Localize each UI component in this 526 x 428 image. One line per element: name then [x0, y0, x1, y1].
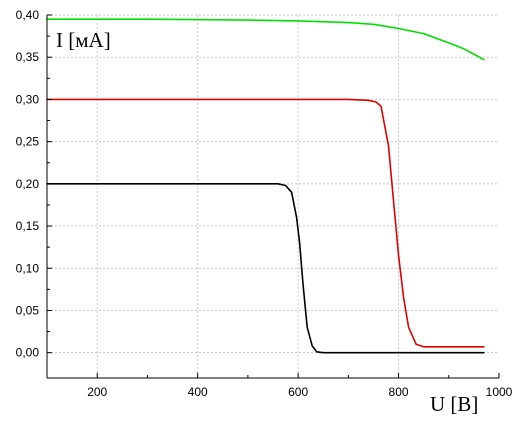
x-tick-label: 200 — [87, 385, 107, 399]
y-tick-label: 0,30 — [16, 92, 40, 106]
y-tick-label: 0,35 — [16, 50, 40, 64]
series-layer — [46, 18, 485, 354]
y-tick-label: 0,40 — [16, 8, 40, 22]
x-tick-label: 600 — [288, 385, 308, 399]
y-tick-label: 0,00 — [16, 346, 40, 360]
x-tick-label: 800 — [389, 385, 409, 399]
x-axis-label: U [B] — [430, 392, 478, 416]
series-line-2 — [46, 98, 485, 348]
axes — [46, 14, 500, 379]
series-line-1 — [46, 18, 485, 61]
grid — [47, 14, 499, 378]
y-tick-label: 0,10 — [16, 261, 40, 275]
tick-labels: 0,00 0,05 0,10 0,15 0,20 0,25 0,30 0,35 0,40 200 4… — [16, 8, 513, 399]
y-axis-label: I [мА] — [56, 28, 111, 52]
x-tick-label: 1000 — [486, 385, 513, 399]
y-tick-label: 0,05 — [16, 303, 40, 317]
y-tick-label: 0,25 — [16, 135, 40, 149]
y-tick-label: 0,20 — [16, 177, 40, 191]
x-tick-label: 400 — [188, 385, 208, 399]
series-line-3 — [46, 183, 485, 354]
y-tick-label: 0,15 — [16, 219, 40, 233]
